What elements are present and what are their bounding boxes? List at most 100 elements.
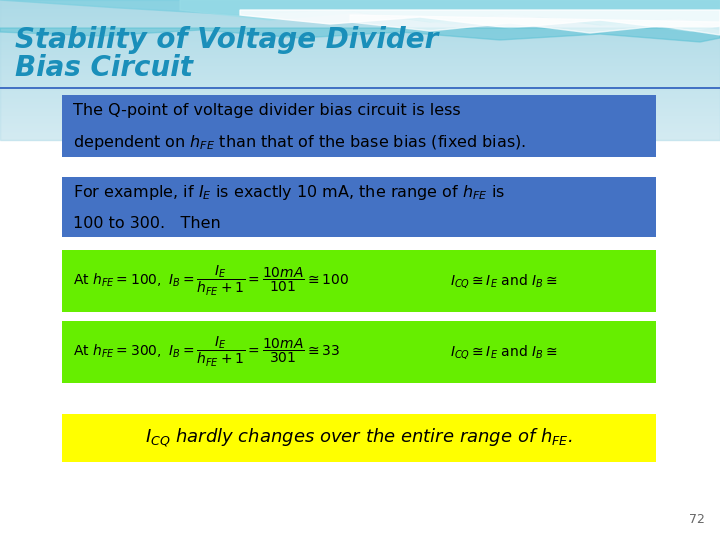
Bar xyxy=(0,117,720,118)
Bar xyxy=(0,38,720,39)
Bar xyxy=(0,60,720,61)
Bar xyxy=(0,116,720,117)
Bar xyxy=(0,121,720,122)
Bar xyxy=(0,41,720,42)
Bar xyxy=(0,138,720,139)
Bar xyxy=(0,67,720,68)
Bar xyxy=(0,15,720,16)
Bar xyxy=(0,43,720,44)
Bar xyxy=(0,128,720,129)
Polygon shape xyxy=(0,0,720,140)
Bar xyxy=(0,90,720,91)
Bar xyxy=(0,26,720,27)
Bar xyxy=(0,50,720,51)
Bar xyxy=(0,115,720,116)
Bar xyxy=(0,63,720,64)
Bar xyxy=(0,98,720,99)
Bar xyxy=(0,11,720,12)
Bar xyxy=(0,100,720,101)
Bar xyxy=(0,70,720,71)
Bar xyxy=(0,59,720,60)
Bar xyxy=(0,49,720,50)
Bar xyxy=(0,1,720,2)
Polygon shape xyxy=(240,10,720,31)
Bar xyxy=(0,14,720,15)
Bar xyxy=(0,47,720,48)
Polygon shape xyxy=(0,28,720,42)
Bar xyxy=(0,102,720,103)
Bar xyxy=(0,57,720,58)
Bar xyxy=(0,42,720,43)
Bar xyxy=(0,18,720,19)
Bar xyxy=(0,37,720,38)
Bar xyxy=(0,129,720,130)
Bar xyxy=(0,93,720,94)
Bar xyxy=(0,55,720,56)
Polygon shape xyxy=(0,0,720,30)
Bar xyxy=(0,76,720,77)
Bar xyxy=(0,139,720,140)
Bar xyxy=(0,132,720,133)
Bar xyxy=(0,78,720,79)
FancyBboxPatch shape xyxy=(62,414,656,462)
Bar xyxy=(0,112,720,113)
Bar xyxy=(0,126,720,127)
Text: The Q-point of voltage divider bias circuit is less: The Q-point of voltage divider bias circ… xyxy=(73,104,461,118)
Bar xyxy=(0,85,720,86)
Bar xyxy=(0,44,720,45)
Bar xyxy=(0,69,720,70)
Bar xyxy=(0,82,720,83)
Text: Stability of Voltage Divider: Stability of Voltage Divider xyxy=(15,26,438,54)
Bar xyxy=(0,72,720,73)
Bar xyxy=(0,81,720,82)
Bar xyxy=(0,61,720,62)
Bar xyxy=(0,66,720,67)
Bar xyxy=(0,109,720,110)
Bar xyxy=(0,104,720,105)
Bar xyxy=(0,75,720,76)
Bar xyxy=(0,96,720,97)
Bar xyxy=(0,87,720,88)
Bar xyxy=(0,71,720,72)
Bar xyxy=(0,34,720,35)
Bar xyxy=(0,52,720,53)
Bar xyxy=(0,123,720,124)
Bar xyxy=(0,4,720,5)
Bar xyxy=(0,97,720,98)
Bar xyxy=(0,10,720,11)
Bar xyxy=(0,12,720,13)
Bar xyxy=(0,113,720,114)
Bar xyxy=(0,106,720,107)
Bar xyxy=(0,13,720,14)
Bar xyxy=(0,21,720,22)
Bar xyxy=(0,133,720,134)
Bar xyxy=(0,6,720,7)
Bar xyxy=(0,108,720,109)
Bar xyxy=(0,137,720,138)
Bar xyxy=(0,32,720,33)
Bar xyxy=(0,114,720,115)
Text: For example, if $I_E$ is exactly 10 mA, the range of $h_{FE}$ is: For example, if $I_E$ is exactly 10 mA, … xyxy=(73,184,505,202)
Bar xyxy=(0,58,720,59)
Text: $I_{CQ}$ hardly changes over the entire range of $h_{FE}$.: $I_{CQ}$ hardly changes over the entire … xyxy=(145,427,573,449)
Text: $I_{CQ}\cong I_E$ and $I_B\cong$: $I_{CQ}\cong I_E$ and $I_B\cong$ xyxy=(450,343,557,361)
Bar xyxy=(0,62,720,63)
Text: dependent on $h_{FE}$ than that of the base bias (fixed bias).: dependent on $h_{FE}$ than that of the b… xyxy=(73,133,526,152)
Bar xyxy=(0,65,720,66)
Bar xyxy=(0,92,720,93)
Bar xyxy=(0,27,720,28)
Bar xyxy=(0,20,720,21)
Bar xyxy=(0,130,720,131)
Bar xyxy=(0,53,720,54)
Bar xyxy=(0,29,720,30)
Text: Bias Circuit: Bias Circuit xyxy=(15,54,193,82)
Bar xyxy=(0,95,720,96)
Bar xyxy=(0,118,720,119)
Bar xyxy=(0,111,720,112)
Bar xyxy=(0,40,720,41)
Bar xyxy=(0,24,720,25)
Bar xyxy=(0,86,720,87)
Bar xyxy=(0,3,720,4)
Bar xyxy=(0,84,720,85)
Bar xyxy=(0,56,720,57)
